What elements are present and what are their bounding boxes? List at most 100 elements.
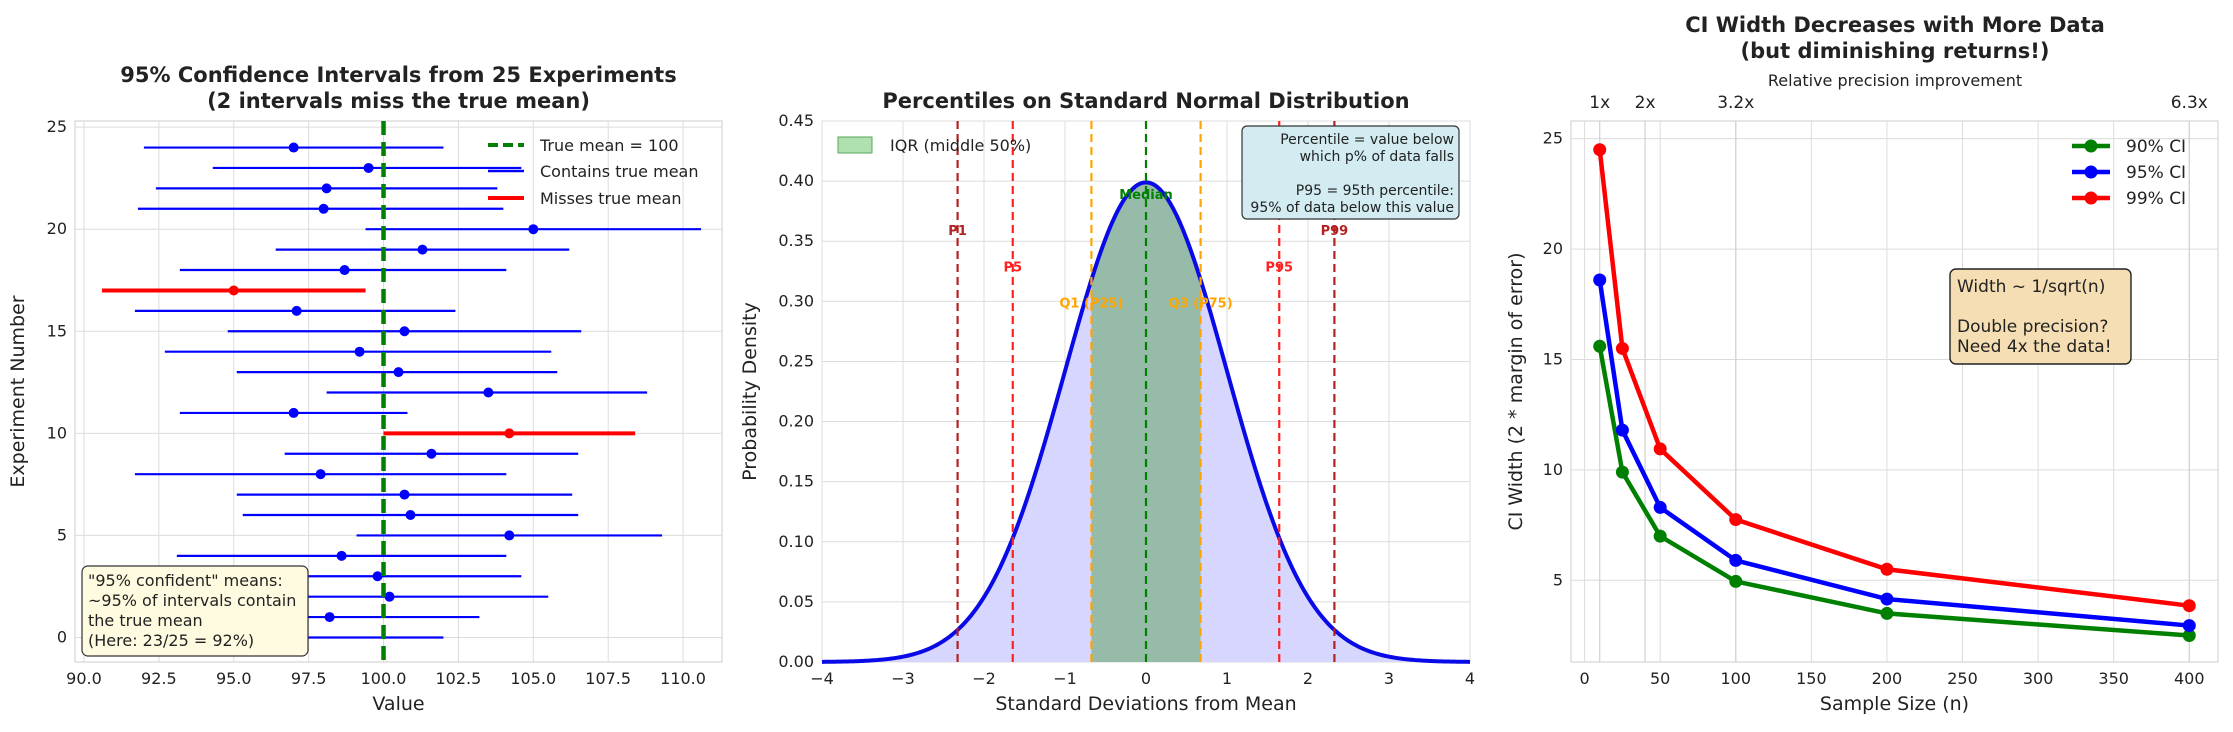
annotation-text: P95 = 95th percentile: [1296, 183, 1454, 199]
y-tick-label: 0 [57, 628, 67, 647]
series-point [1615, 341, 1629, 355]
x-axis-label: Sample Size (n) [1820, 693, 1969, 715]
series-point [2182, 619, 2196, 633]
interval-mean-point [288, 142, 299, 153]
x-tick-label: 90.0 [66, 669, 102, 688]
x-tick-label: 102.5 [436, 669, 482, 688]
y-tick-label: 0.20 [778, 412, 814, 431]
annotation-text: Need 4x the data! [1957, 337, 2112, 357]
interval-mean-point [504, 428, 515, 439]
y-tick-label: 25 [47, 117, 67, 136]
series-point [1615, 423, 1629, 437]
chart-subtitle: (2 intervals miss the true mean) [207, 89, 590, 113]
x-tick-label: 400 [2174, 669, 2205, 688]
series-point [1653, 500, 1667, 514]
x-tick-label: 300 [2023, 669, 2054, 688]
interval-mean-point [228, 285, 239, 296]
legend-label: 99% CI [2126, 189, 2186, 209]
y-axis-label: Experiment Number [7, 295, 29, 487]
top-tick-label: 6.3x [2171, 93, 2208, 113]
interval-mean-point [426, 448, 437, 459]
series-point [1729, 513, 1743, 527]
x-tick-label: −4 [810, 669, 834, 688]
legend-label: 95% CI [2126, 163, 2186, 183]
y-axis-label: CI Width (2 * margin of error) [1505, 252, 1527, 530]
legend-marker [2084, 139, 2098, 153]
x-tick-label: 92.5 [141, 669, 177, 688]
chart-ci-width: 0 50 100 150 200 250 300 350 400 5 10 15 20 25 Sample … [1505, 13, 2219, 715]
annotation-text: the true mean [88, 611, 203, 630]
legend-label: Contains true mean [540, 162, 698, 181]
interval-mean-point [372, 571, 383, 582]
series-point [1880, 592, 1894, 606]
interval-mean-point [336, 550, 347, 561]
series-point [1729, 574, 1743, 588]
top-tick-label: 2x [1635, 93, 1656, 113]
percentile-label: P5 [1003, 260, 1022, 275]
x-tick-label: 3 [1384, 669, 1394, 688]
interval-mean-point [405, 510, 416, 521]
annotation-text: Percentile = value below [1280, 132, 1454, 148]
chart-title: Percentiles on Standard Normal Distribut… [882, 89, 1409, 113]
chart-normal-percentiles: −4 −3 −2 −1 0 1 2 3 4 0.00 0.05 0.10 0.15 0.20 0.25 0.3… [739, 89, 1475, 715]
x-tick-label: −1 [1053, 669, 1077, 688]
series-point [1593, 273, 1607, 287]
legend-label: True mean = 100 [539, 136, 679, 155]
interval-mean-point [483, 387, 494, 398]
legend: True mean = 100 Contains true mean Misses … [488, 136, 698, 208]
x-tick-label: 0 [1141, 669, 1151, 688]
interval-mean-point [399, 326, 410, 337]
interval-mean-point [528, 224, 539, 235]
percentile-label: P95 [1265, 260, 1293, 275]
x-tick-label: 350 [2098, 669, 2129, 688]
legend: IQR (middle 50%) [837, 136, 1031, 155]
plot-area [1570, 120, 2219, 663]
annotation-box [1949, 268, 2132, 365]
annotation-text: "95% confident" means: [88, 571, 283, 590]
series-point [2182, 629, 2196, 643]
percentile-label: Median [1119, 188, 1173, 203]
x-tick-label: 0 [1580, 669, 1590, 688]
legend-marker [2084, 165, 2098, 179]
x-tick-label: 95.0 [216, 669, 252, 688]
density-curve [821, 180, 1471, 664]
series-point [1593, 143, 1607, 157]
percentile-label: P99 [1321, 224, 1349, 239]
annotation-text: 95% of data below this value [1250, 200, 1454, 216]
series-line [1597, 149, 2190, 608]
x-tick-label: 100.0 [361, 669, 407, 688]
percentile-label: Q3 (P75) [1169, 296, 1233, 311]
series-point [2182, 599, 2196, 613]
y-tick-label: 5 [57, 525, 67, 544]
chart-title: 95% Confidence Intervals from 25 Experim… [120, 63, 676, 87]
x-tick-label: 200 [1872, 669, 1903, 688]
chart-ci-experiments: 90.0 92.5 95.0 97.5 100.0 102.5 105.0 107.5 110.… [7, 63, 723, 715]
x-tick-label: −3 [891, 669, 915, 688]
x-tick-label: 97.5 [291, 669, 327, 688]
series-point [1880, 562, 1894, 576]
x-tick-label: 4 [1465, 669, 1475, 688]
x-tick-label: 107.5 [585, 669, 631, 688]
annotation-text: which p% of data falls [1300, 149, 1454, 165]
interval-mean-point [318, 203, 329, 214]
y-tick-label: 0.35 [778, 231, 814, 250]
annotation-box [1241, 125, 1460, 220]
y-axis-label: Probability Density [739, 302, 761, 481]
y-tick-label: 15 [1543, 349, 1563, 368]
x-axis-label: Standard Deviations from Mean [995, 693, 1296, 715]
legend-label: IQR (middle 50%) [890, 136, 1031, 155]
legend: 90% CI 95% CI 99% CI [2072, 137, 2186, 209]
interval-mean-point [291, 305, 302, 316]
interval-mean-point [399, 489, 410, 500]
series-point [1729, 553, 1743, 567]
x-tick-label: 1 [1222, 669, 1232, 688]
interval-mean-point [417, 244, 428, 255]
y-tick-label: 20 [1543, 239, 1563, 258]
y-tick-label: 0.15 [778, 472, 814, 491]
y-tick-label: 0.40 [778, 171, 814, 190]
y-tick-label: 0.25 [778, 351, 814, 370]
legend-swatch-iqr [837, 136, 873, 154]
interval-mean-point [321, 183, 332, 194]
series-point [1880, 606, 1894, 620]
